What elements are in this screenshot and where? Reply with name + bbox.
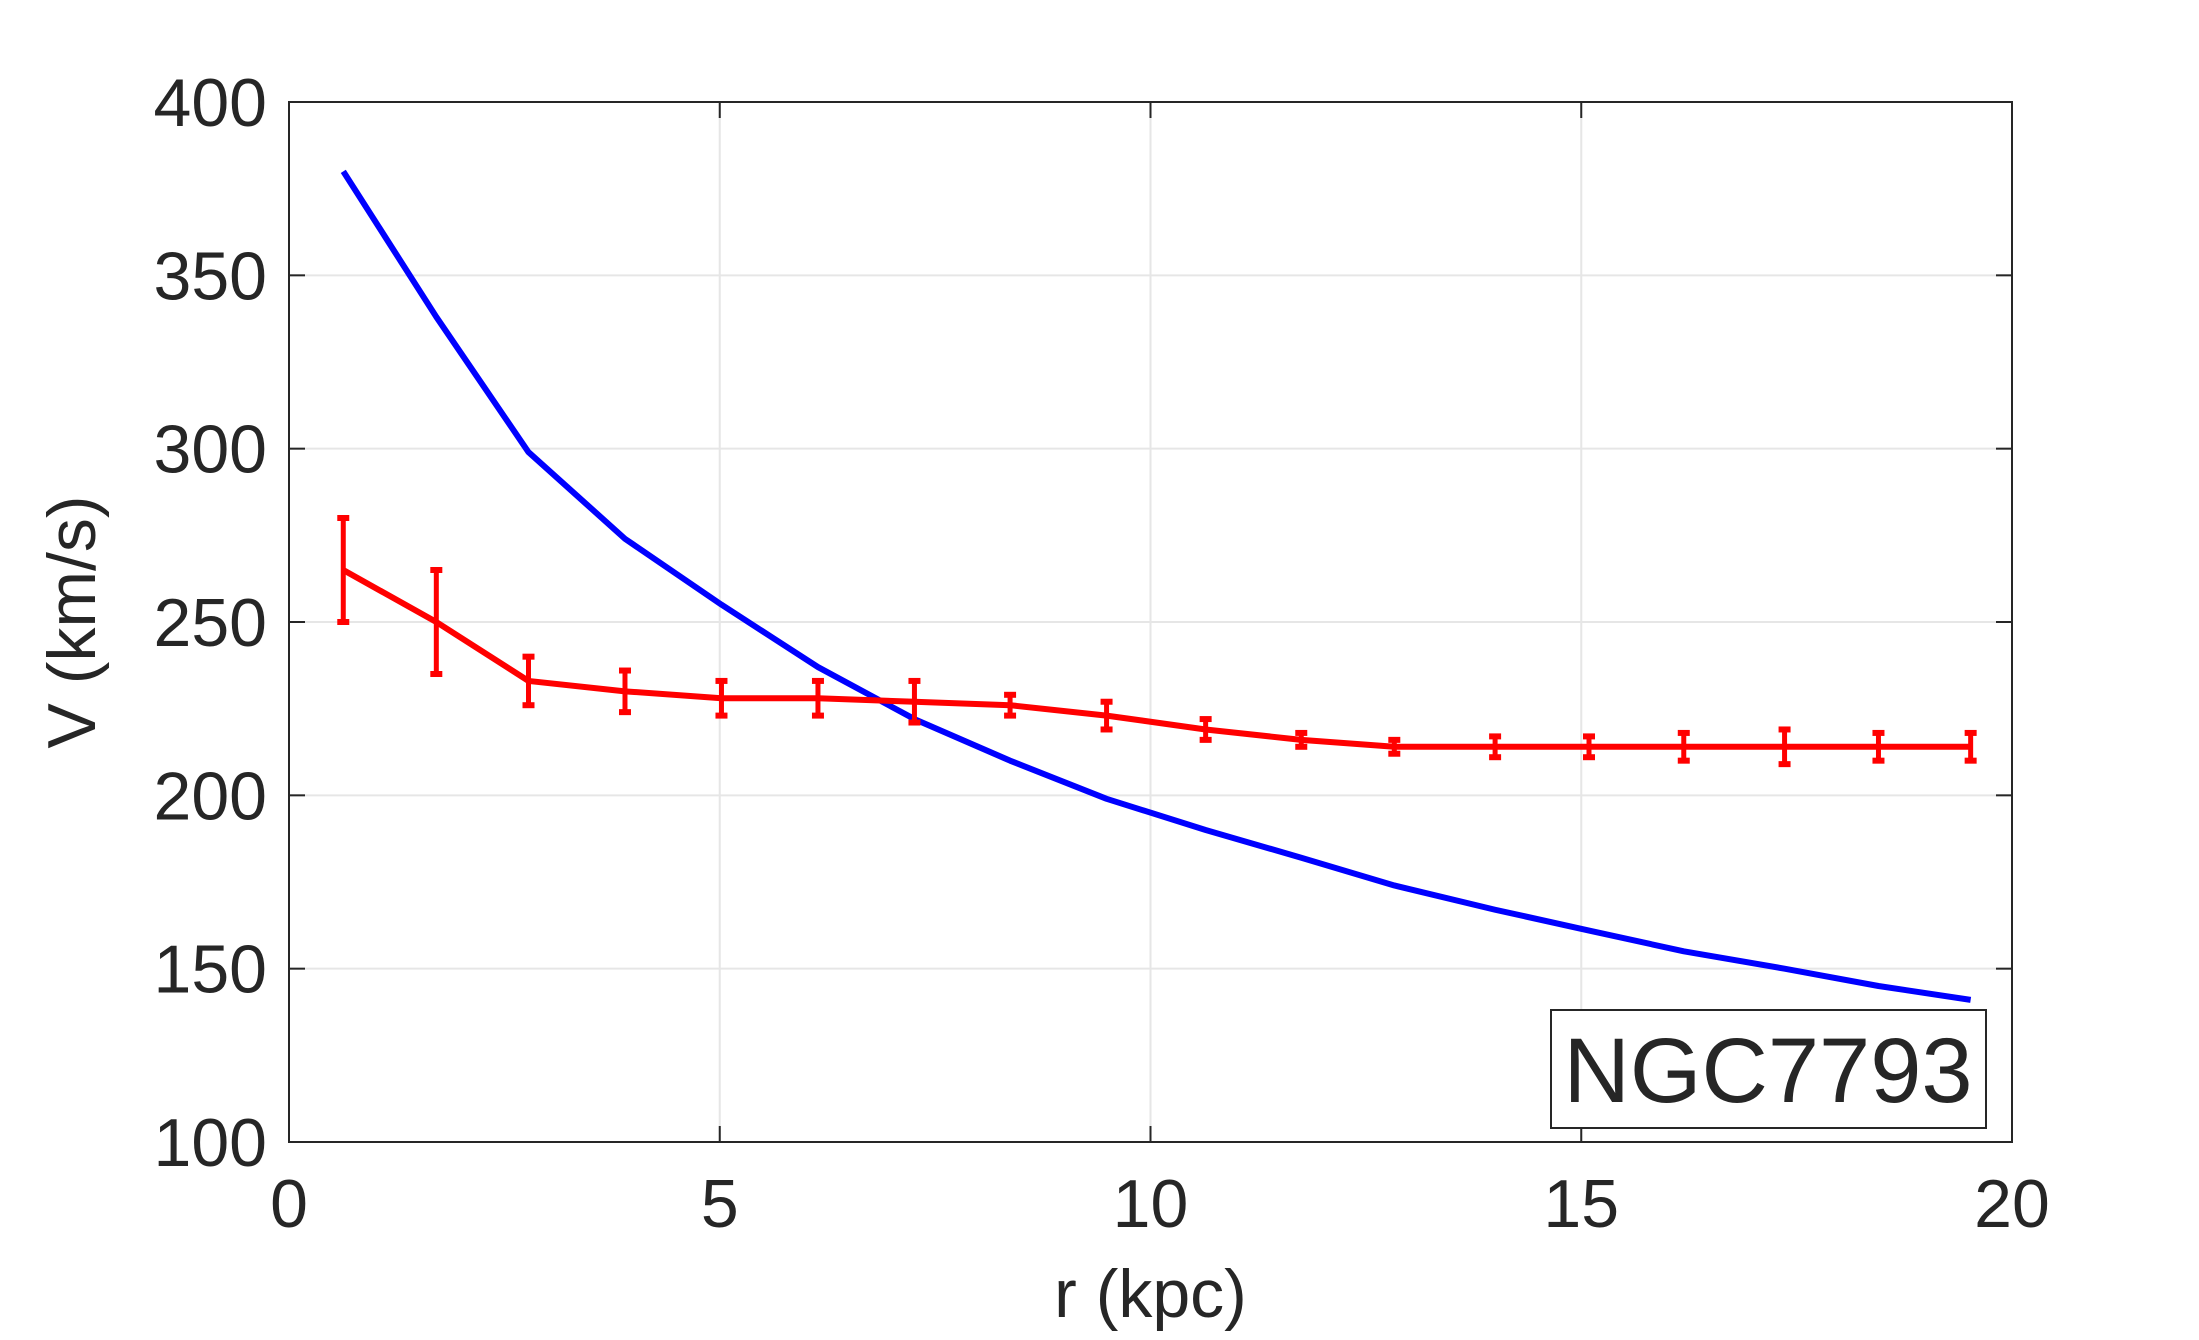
x-axis-label: r (kpc): [1054, 1256, 1247, 1332]
x-tick-label: 10: [1113, 1166, 1189, 1242]
x-tick-label: 15: [1543, 1166, 1619, 1242]
series-model: [340, 169, 1972, 1003]
ticks: 0 5 10 15 20 100 150 200 250 300 350 400: [154, 65, 2050, 1242]
y-tick-label: 300: [154, 412, 267, 488]
annotation-box: NGC7793: [1550, 1009, 1987, 1129]
y-tick-label: 100: [154, 1105, 267, 1181]
y-axis-label: V (km/s): [34, 495, 110, 748]
x-tick-label: 5: [701, 1166, 739, 1242]
annotation-text: NGC7793: [1563, 1020, 1972, 1122]
grid: [288, 101, 2013, 1143]
y-tick-label: 250: [154, 585, 267, 661]
series-layer: [337, 169, 1977, 1003]
y-tick-label: 200: [154, 758, 267, 834]
y-tick-label: 150: [154, 932, 267, 1008]
x-tick-label: 20: [1974, 1166, 2050, 1242]
annotation-frame: [1550, 1009, 1987, 1129]
x-tick-label: 0: [270, 1166, 308, 1242]
y-tick-label: 400: [154, 65, 267, 141]
series-observed: [337, 515, 1977, 768]
series-line: [340, 169, 1972, 1003]
series-line: [341, 567, 1971, 750]
y-tick-label: 350: [154, 238, 267, 314]
